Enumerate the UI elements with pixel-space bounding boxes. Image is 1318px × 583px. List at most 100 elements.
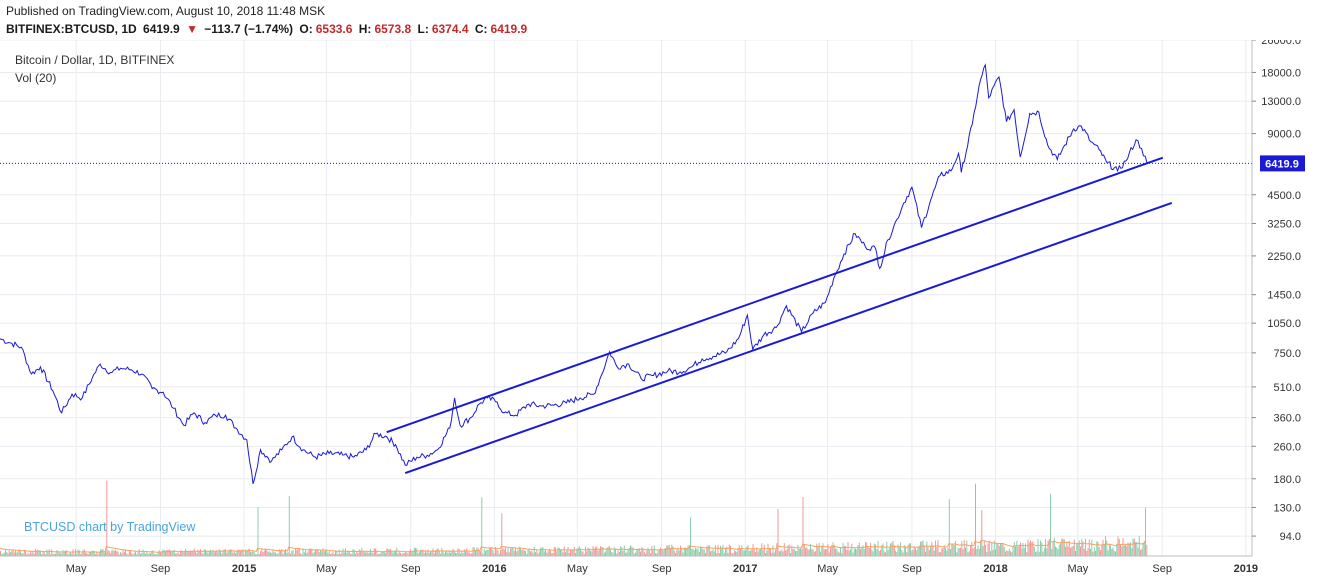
- volume-bar: [796, 551, 798, 556]
- price-axis[interactable]: 26000.0 18000.0 13000.0 9000.0 4500.0 3250.0 2…: [1252, 40, 1301, 543]
- volume-bar: [593, 548, 595, 556]
- volume-bar: [47, 552, 49, 556]
- volume-bar: [5, 549, 6, 556]
- volume-bar: [660, 547, 661, 556]
- open-value: 6533.6: [315, 22, 353, 36]
- volume-bar: [1132, 538, 1134, 556]
- volume-bar: [847, 541, 849, 556]
- volume-bar: [563, 546, 565, 556]
- volume-bar: [182, 551, 184, 556]
- volume-bar: [1036, 551, 1038, 556]
- volume-bar: [720, 545, 721, 556]
- volume-bar: [922, 540, 924, 556]
- volume-bar: [196, 553, 198, 556]
- volume-bar: [805, 547, 806, 556]
- volume-bar: [131, 553, 133, 556]
- volume-bar: [698, 552, 700, 556]
- volume-bar: [306, 553, 308, 556]
- volume-bar: [558, 547, 560, 556]
- volume-bar: [515, 548, 516, 556]
- volume-bar: [703, 549, 705, 556]
- volume-bar: [835, 548, 836, 556]
- price-tick-label: 1450.0: [1267, 290, 1301, 302]
- volume-bar: [755, 552, 756, 556]
- volume-bar: [658, 549, 660, 556]
- volume-bar: [786, 549, 788, 556]
- chart-title: Bitcoin / Dollar, 1D, BITFINEX: [15, 53, 174, 67]
- volume-bar: [498, 553, 500, 556]
- volume-bar: [718, 553, 720, 556]
- volume-bar: [298, 548, 300, 556]
- volume-bar: [812, 549, 814, 556]
- volume-bar: [536, 550, 538, 556]
- volume-bar: [232, 552, 234, 556]
- volume-bar: [1018, 544, 1020, 556]
- volume-bar: [206, 551, 208, 556]
- volume-bar: [918, 545, 920, 556]
- volume-bar: [602, 547, 604, 556]
- volume-bar: [901, 549, 903, 556]
- volume-bar: [12, 549, 14, 556]
- volume-bar: [446, 550, 448, 556]
- volume-bar: [72, 549, 74, 556]
- volume-bar: [61, 553, 63, 556]
- volume-bar: [851, 543, 853, 556]
- volume-bar: [488, 547, 490, 556]
- volume-bar: [898, 546, 900, 556]
- volume-bar: [715, 544, 716, 556]
- volume-bar: [1017, 546, 1019, 556]
- volume-bar: [66, 550, 68, 556]
- price-line: [0, 63, 1148, 484]
- volume-bar: [925, 551, 926, 556]
- volume-bar: [692, 548, 694, 556]
- volume-bar: [1081, 538, 1083, 556]
- volume-bar: [340, 554, 341, 556]
- volume-bar: [883, 551, 885, 556]
- time-axis[interactable]: May Sep 2015 May Sep 2016 May Sep 2017 May Sep 2018…: [66, 563, 1258, 575]
- volume-bar: [1090, 548, 1091, 556]
- volume-bar: [981, 510, 983, 556]
- price-tick-label: 180.0: [1273, 474, 1301, 486]
- volume-bar: [631, 546, 633, 556]
- volume-bar: [346, 552, 348, 556]
- volume-bar: [372, 552, 374, 556]
- volume-bar: [295, 549, 296, 556]
- volume-bar: [170, 550, 171, 556]
- volume-bar: [485, 550, 486, 556]
- volume-bar: [140, 553, 141, 556]
- volume-bar: [1075, 551, 1076, 556]
- volume-bar: [302, 548, 304, 556]
- volume-bar: [70, 552, 71, 556]
- volume-bar: [286, 552, 288, 556]
- volume-bar: [810, 544, 811, 556]
- volume-bar: [643, 551, 645, 556]
- volume-bar: [71, 553, 73, 556]
- volume-bar: [412, 550, 414, 556]
- volume-bar: [42, 551, 44, 556]
- time-tick-label: 2016: [482, 563, 506, 575]
- volume-bar: [250, 552, 251, 556]
- volume-bar: [1003, 547, 1005, 556]
- volume-bar: [561, 549, 563, 556]
- volume-bar: [1045, 538, 1046, 556]
- volume-bar: [120, 552, 121, 556]
- volume-bar: [410, 549, 411, 556]
- volume-bar: [1111, 548, 1113, 556]
- volume-bar: [992, 550, 994, 556]
- volume-bar: [836, 548, 838, 556]
- volume-bar: [968, 551, 970, 556]
- volume-bar: [915, 548, 916, 556]
- volume-bar: [362, 551, 364, 556]
- volume-bar: [562, 552, 564, 556]
- volume-bar: [517, 549, 519, 556]
- volume-bar: [566, 550, 568, 556]
- volume-bar: [273, 552, 275, 556]
- volume-bar: [405, 551, 406, 556]
- volume-bar: [1006, 550, 1008, 556]
- volume-bar: [820, 551, 821, 556]
- volume-bar: [932, 545, 934, 556]
- volume-bar: [845, 546, 846, 556]
- price-chart[interactable]: 26000.0 18000.0 13000.0 9000.0 4500.0 3250.0 2…: [0, 40, 1318, 583]
- chart-area[interactable]: 26000.0 18000.0 13000.0 9000.0 4500.0 3250.0 2…: [0, 40, 1318, 583]
- volume-bar: [382, 551, 384, 556]
